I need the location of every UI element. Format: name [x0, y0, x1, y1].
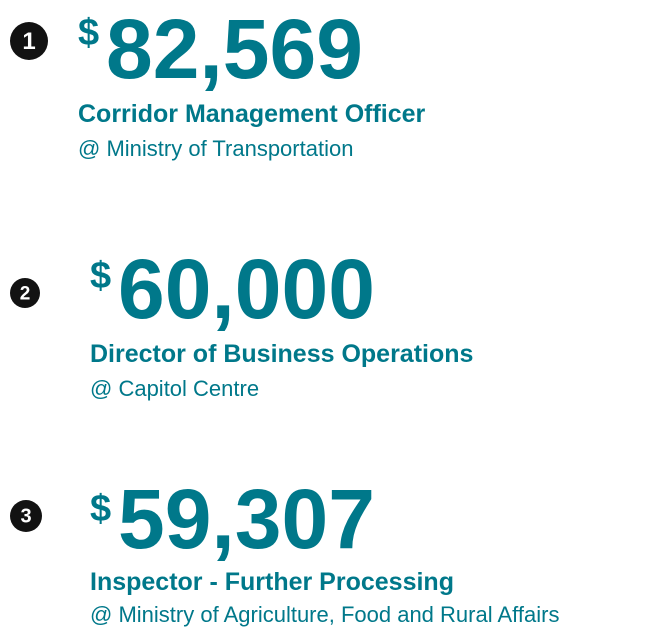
salary-amount: 59,307 — [118, 472, 375, 566]
rank-badge — [10, 278, 40, 308]
salary-amount: 82,569 — [106, 2, 363, 96]
salary-amount: 60,000 — [118, 242, 375, 336]
employer: @ Capitol Centre — [90, 376, 259, 401]
salary-item: 1 $82,569 Corridor Management Officer @ Min… — [10, 2, 426, 161]
currency-symbol: $ — [90, 488, 111, 530]
rank-number: 1 — [22, 28, 35, 55]
rank-badge — [10, 22, 48, 60]
employer: @ Ministry of Transportation — [78, 136, 353, 161]
rank-badge — [10, 500, 42, 532]
job-title: Inspector - Further Processing — [90, 568, 454, 596]
employer: @ Ministry of Agriculture, Food and Rura… — [90, 602, 559, 627]
salary-item: 2 $60,000 Director of Business Operations @… — [10, 242, 473, 401]
job-title: Corridor Management Officer — [78, 100, 426, 128]
currency-symbol: $ — [90, 255, 111, 297]
job-title: Director of Business Operations — [90, 340, 473, 368]
rank-number: 2 — [20, 283, 31, 304]
currency-symbol: $ — [78, 12, 99, 54]
rank-number: 3 — [20, 506, 31, 528]
